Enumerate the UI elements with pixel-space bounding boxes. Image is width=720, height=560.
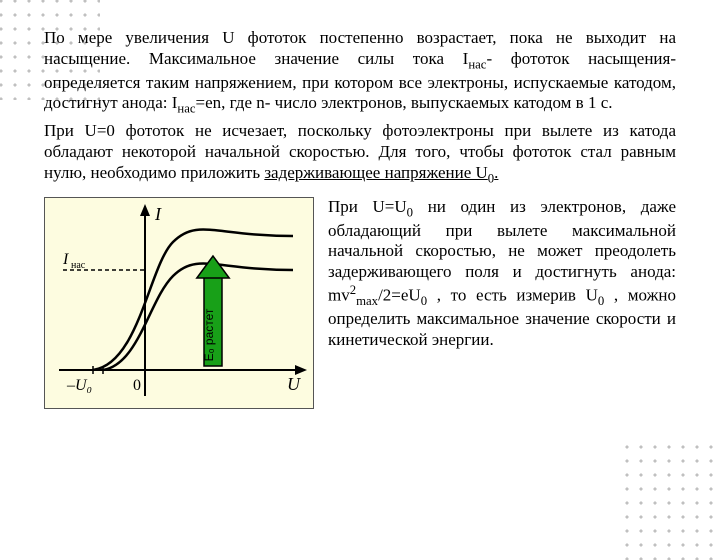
- svg-text:0: 0: [133, 377, 141, 394]
- svg-text:нас: нас: [71, 260, 86, 271]
- p1-sub2: нас: [177, 102, 195, 116]
- svg-text:E₀ растет: E₀ растет: [202, 308, 216, 361]
- p3-d: , то есть измерив U: [427, 286, 598, 305]
- corner-dots-bottom-right: [620, 440, 720, 560]
- p2-underlined: задерживающее напряжение U0.: [264, 163, 498, 182]
- p3-submax: max: [356, 294, 378, 308]
- iv-chart-svg: E₀ растет I Iнас U 0 –U₀: [45, 198, 313, 408]
- p2-u-text: задерживающее напряжение U: [264, 163, 487, 182]
- p2-u-dot: .: [494, 163, 498, 182]
- iv-chart: E₀ растет I Iнас U 0 –U₀: [44, 197, 314, 409]
- paragraph-1: По мере увеличения U фототок постепенно …: [44, 28, 676, 117]
- svg-text:I: I: [62, 251, 69, 268]
- p3-a: При U=U: [328, 197, 407, 216]
- figure-row: E₀ растет I Iнас U 0 –U₀ При U=U0 ни один из …: [44, 197, 676, 409]
- svg-text:–U₀: –U₀: [66, 377, 92, 394]
- paragraph-3: При U=U0 ни один из электронов, даже обл…: [328, 197, 676, 409]
- svg-text:I: I: [154, 204, 162, 224]
- paragraph-2: При U=0 фототок не исчезает, поскольку ф…: [44, 121, 676, 186]
- p3-c: /2=eU: [378, 286, 421, 305]
- p1-sub1: нас: [468, 57, 486, 71]
- svg-text:U: U: [287, 374, 301, 394]
- p1-text-c: =en, где n- число электронов, выпускаемы…: [196, 93, 613, 112]
- slide-content: По мере увеличения U фототок постепенно …: [0, 0, 720, 429]
